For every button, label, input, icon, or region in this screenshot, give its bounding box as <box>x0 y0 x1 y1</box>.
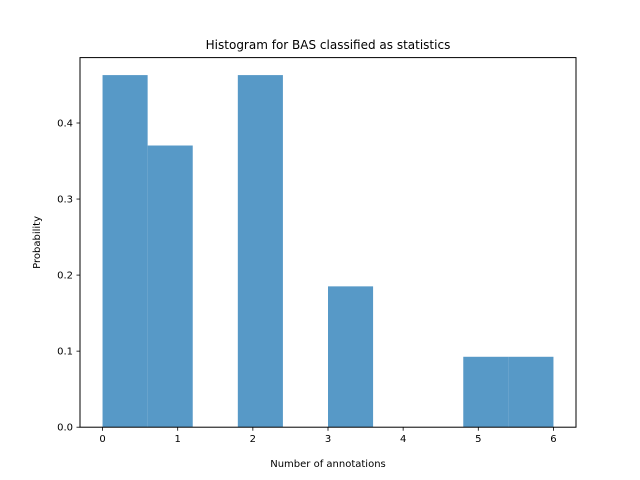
histogram-bar <box>508 356 554 428</box>
histogram-bar <box>463 356 509 428</box>
y-tick-label: 0.1 <box>57 347 73 358</box>
y-tick-label: 0.4 <box>57 119 73 130</box>
x-tick-label: 5 <box>475 434 481 445</box>
histogram-bar <box>147 145 193 428</box>
histogram-bar <box>102 75 148 428</box>
x-axis-ticks: 0 1 2 3 4 5 6 <box>99 427 557 445</box>
x-tick-label: 1 <box>175 434 181 445</box>
y-tick-label: 0.3 <box>57 195 73 206</box>
bars-group <box>102 75 554 428</box>
y-axis-label: Probability <box>32 216 43 269</box>
x-tick-label: 2 <box>250 434 256 445</box>
y-axis-ticks: 0.0 0.1 0.2 0.3 0.4 <box>57 119 80 434</box>
histogram-bar <box>237 75 283 428</box>
x-tick-label: 0 <box>99 434 105 445</box>
x-tick-label: 4 <box>400 434 406 445</box>
y-tick-label: 0.0 <box>57 423 73 434</box>
x-axis-label: Number of annotations <box>270 459 386 470</box>
chart-title: Histogram for BAS classified as statisti… <box>206 38 451 52</box>
y-tick-label: 0.2 <box>57 271 73 282</box>
x-tick-label: 6 <box>550 434 556 445</box>
histogram-bar <box>328 286 374 428</box>
x-tick-label: 3 <box>325 434 331 445</box>
